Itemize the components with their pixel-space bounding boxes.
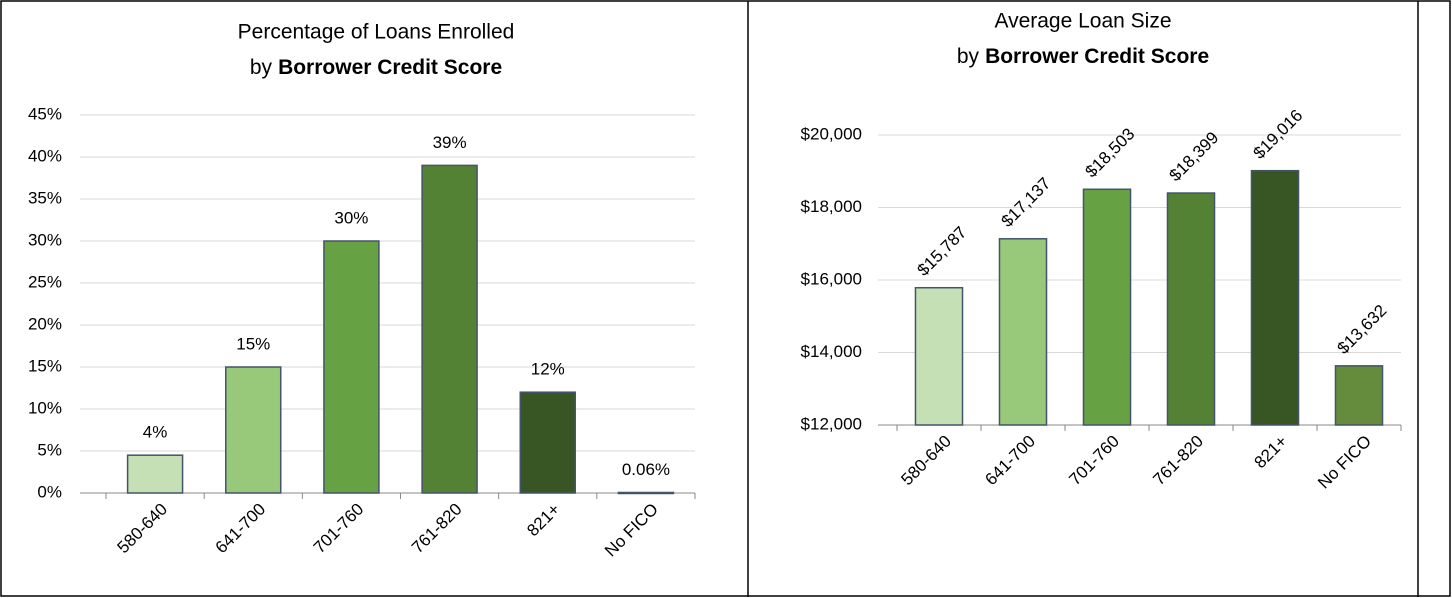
x-tick-label: 701-760: [310, 500, 368, 558]
bar: [1250, 169, 1300, 426]
bar: [323, 240, 380, 494]
x-tick-label: 821+: [1250, 432, 1291, 473]
x-tick-label: 761-820: [408, 500, 466, 558]
y-tick-label: $20,000: [801, 124, 862, 143]
chart-title: Percentage of Loans Enrolled: [238, 21, 515, 44]
y-tick-label: 15%: [28, 356, 62, 375]
y-tick-label: $14,000: [801, 342, 862, 361]
y-tick-label: 0%: [37, 482, 62, 501]
y-tick-label: 25%: [28, 272, 62, 291]
y-tick-label: $16,000: [801, 269, 862, 288]
x-tick-label: 761-820: [1149, 432, 1207, 490]
x-tick-label: 821+: [523, 500, 564, 541]
y-tick-label: 20%: [28, 314, 62, 333]
bar: [126, 454, 184, 494]
bar: [1082, 188, 1132, 426]
value-label: $13,632: [1334, 301, 1391, 358]
value-label: $18,503: [1082, 124, 1139, 181]
bar: [998, 238, 1048, 426]
bar: [519, 391, 576, 494]
y-tick-label: $12,000: [801, 414, 862, 433]
y-tick-label: 10%: [28, 398, 62, 417]
value-label: 0.06%: [622, 460, 670, 479]
bar: [914, 286, 964, 426]
x-tick-label: 641-700: [212, 500, 270, 558]
bar: [617, 491, 675, 495]
y-tick-label: 35%: [28, 188, 62, 207]
value-label: 4%: [143, 423, 168, 442]
value-label: 39%: [433, 133, 467, 152]
bar: [1166, 192, 1216, 426]
subtitle-emphasis: Borrower Credit Score: [985, 45, 1209, 68]
value-label: $17,137: [998, 174, 1055, 231]
x-tick-label: 580-640: [897, 432, 955, 490]
y-tick-label: 30%: [28, 230, 62, 249]
value-label: $15,787: [914, 223, 971, 280]
x-tick-label: 701-760: [1065, 432, 1123, 490]
y-tick-label: $18,000: [801, 197, 862, 216]
x-tick-label: 641-700: [981, 432, 1039, 490]
chart-title: Average Loan Size: [994, 10, 1171, 33]
y-tick-label: 40%: [28, 146, 62, 165]
value-label: 12%: [531, 360, 565, 379]
chart-subtitle: by Borrower Credit Score: [250, 56, 502, 79]
y-tick-label: 45%: [28, 104, 62, 123]
subtitle-prefix: by: [957, 45, 980, 68]
chart-subtitle: by Borrower Credit Score: [957, 45, 1209, 68]
value-label: 30%: [334, 208, 368, 227]
value-label: 15%: [236, 334, 270, 353]
x-tick-label: 580-640: [114, 500, 172, 558]
x-tick-label: No FICO: [601, 500, 662, 561]
subtitle-prefix: by: [250, 56, 273, 79]
bar: [421, 164, 478, 494]
bar: [225, 366, 282, 494]
subtitle-emphasis: Borrower Credit Score: [278, 56, 502, 79]
y-tick-label: 5%: [37, 440, 62, 459]
value-label: $18,399: [1166, 128, 1223, 185]
value-label: $19,016: [1250, 106, 1307, 163]
bar: [1334, 365, 1384, 426]
x-tick-label: No FICO: [1314, 432, 1375, 493]
